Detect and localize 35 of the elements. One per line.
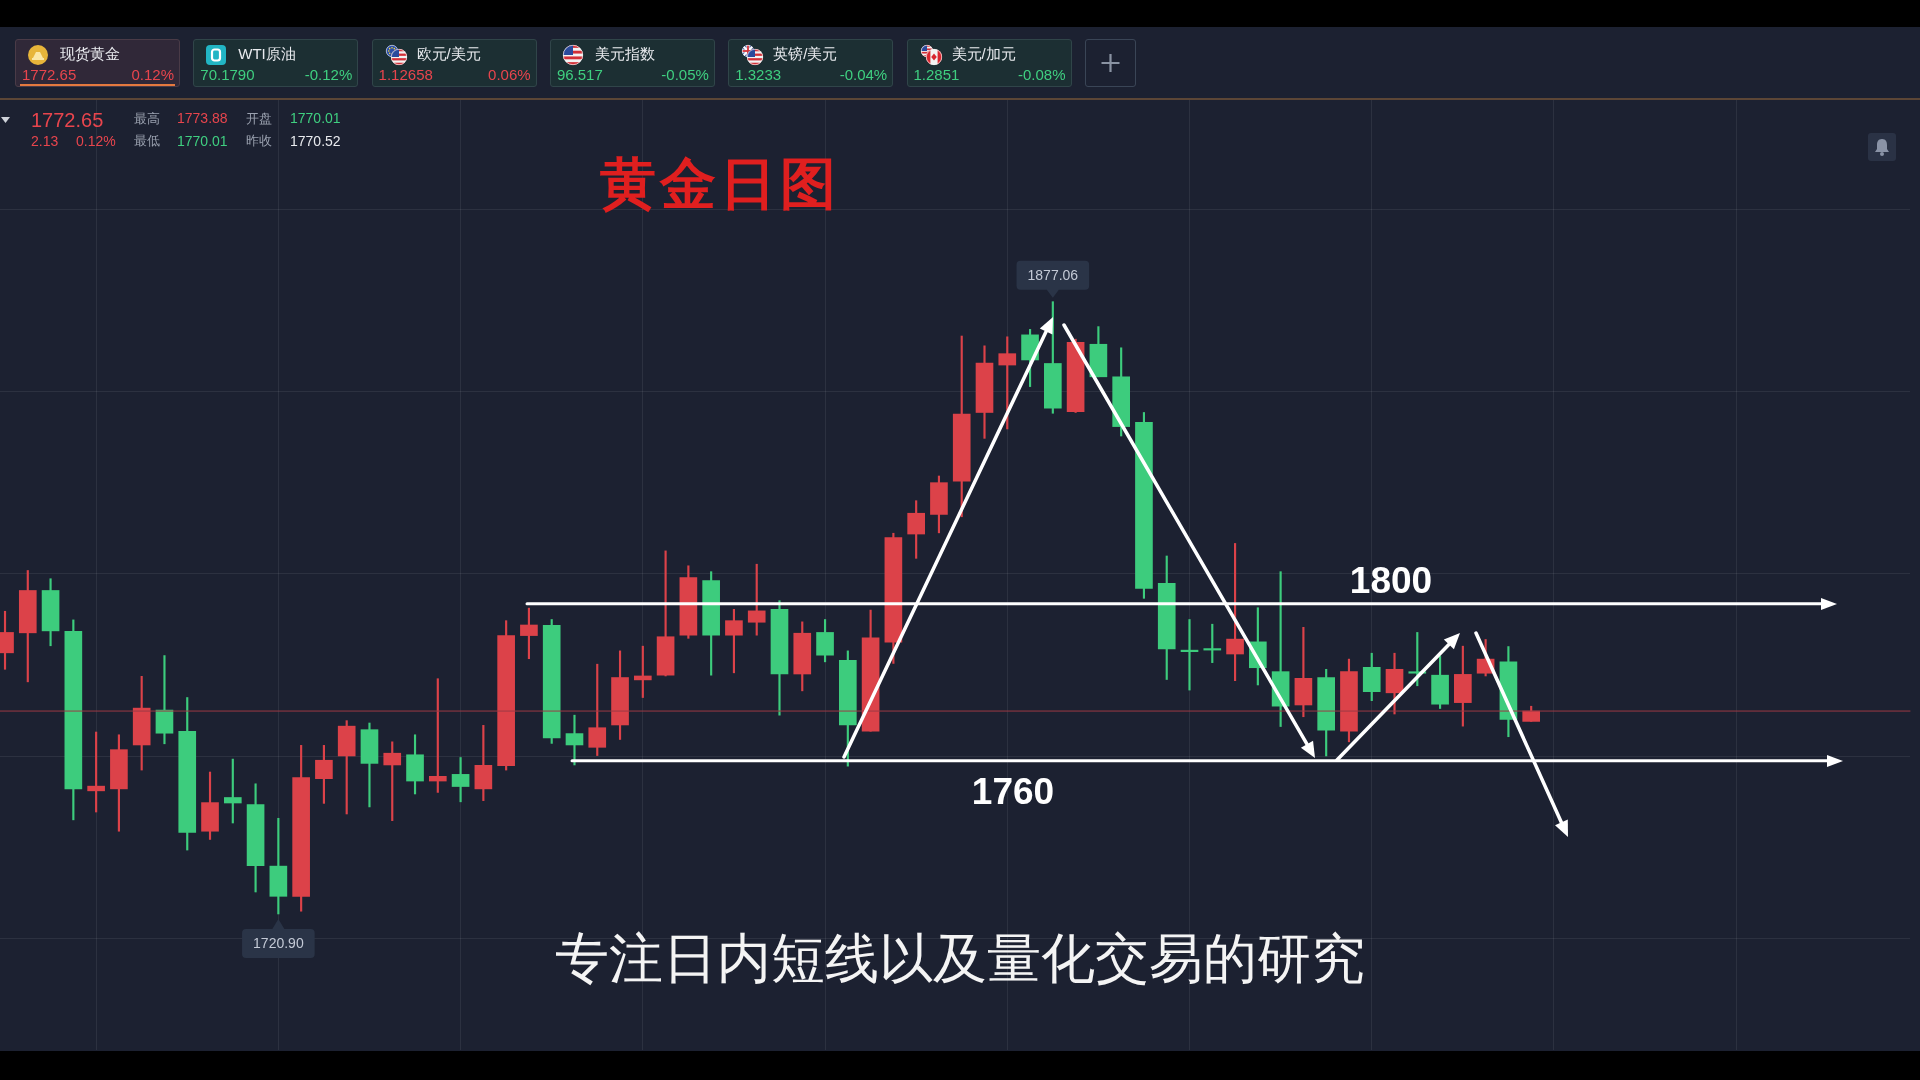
ref-line-label: 1800 — [1349, 559, 1433, 601]
text: 专注日内短线以及量化交易的研究 — [555, 927, 1365, 990]
text: 美元指数 — [594, 44, 655, 64]
text: 1772.65 — [31, 107, 104, 132]
text: 1773.88 — [177, 110, 228, 128]
text: 0.12% — [131, 65, 174, 85]
text: 1.3233 — [735, 65, 782, 85]
text: -0.08% — [1017, 65, 1066, 85]
text: 70.1790 — [200, 65, 255, 85]
text: WTI原油 — [238, 44, 296, 64]
text: 最高 — [134, 110, 160, 127]
text: 1.2851 — [913, 65, 960, 85]
chart-title: 黄金日图 — [600, 153, 840, 216]
text: 英镑/美元 — [773, 44, 838, 64]
text: 欧元/美元 — [416, 44, 481, 64]
text: 96.517 — [556, 65, 603, 85]
text: 开盘 — [246, 110, 272, 127]
text: 1770.01 — [290, 110, 341, 128]
text: 1720.90 — [253, 935, 304, 952]
ref-line-label: 1760 — [971, 771, 1055, 813]
text: -0.04% — [839, 65, 888, 85]
text: 1770.01 — [177, 132, 228, 150]
text: 1.12658 — [378, 65, 433, 85]
text: 1770.52 — [290, 132, 341, 150]
text: 1877.06 — [1027, 267, 1079, 284]
text: 0.12% — [76, 132, 116, 150]
text: 0.06% — [488, 65, 531, 85]
text: 昨收 — [246, 133, 272, 150]
text: 美元/加元 — [951, 44, 1016, 64]
text: -0.12% — [304, 65, 353, 85]
text: 2.13 — [31, 132, 59, 150]
text: 1772.65 — [22, 65, 77, 85]
text: -0.05% — [661, 65, 709, 85]
text: 现货黄金 — [60, 44, 120, 64]
text: 最低 — [134, 133, 160, 150]
